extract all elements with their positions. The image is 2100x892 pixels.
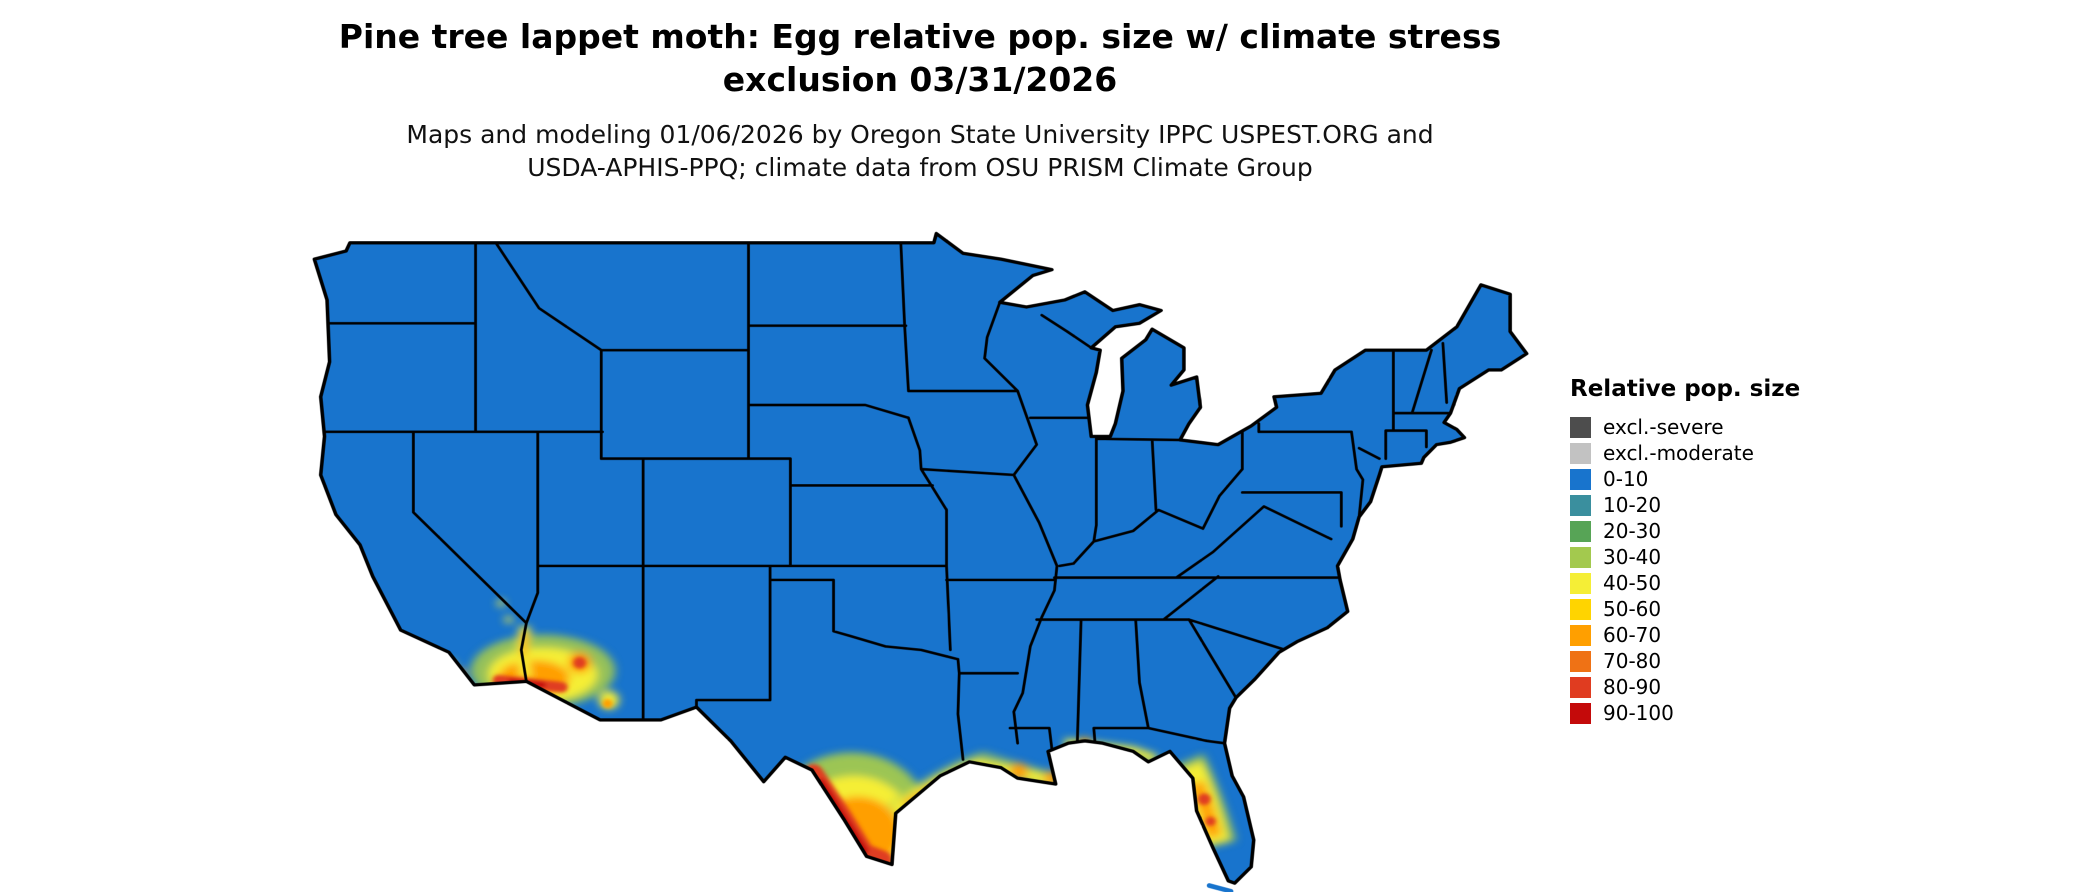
title-line-1: Pine tree lappet moth: Egg relative pop.… [338, 17, 1502, 56]
legend-item-label: 0-10 [1603, 467, 1649, 491]
legend-swatch-0-10 [1570, 468, 1591, 490]
florida-keys [1206, 883, 1234, 892]
legend-row: 40-50 [1570, 570, 1800, 596]
hotspot-tucson-orange [602, 698, 613, 709]
legend-item-label: excl.-moderate [1603, 441, 1754, 465]
legend-row: 60-70 [1570, 622, 1800, 648]
hotspot-florida-red-2 [1205, 816, 1216, 827]
title-line-2: exclusion 03/31/2026 [722, 59, 1118, 99]
page-subtitle: Maps and modeling 01/06/2026 by Oregon S… [130, 118, 1710, 184]
legend: Relative pop. size excl.-severe excl.-mo… [1570, 376, 1800, 726]
legend-item-label: 10-20 [1603, 493, 1662, 517]
legend-swatch-30-40 [1570, 546, 1591, 568]
legend-swatch-excl-moderate [1570, 442, 1591, 464]
legend-row: 20-30 [1570, 518, 1800, 544]
legend-item-label: 80-90 [1603, 675, 1662, 699]
hotspot-mobile-orange [1078, 737, 1092, 750]
legend-item-label: 20-30 [1603, 519, 1662, 543]
hotspot-florida-orange [1190, 780, 1222, 838]
legend-title: Relative pop. size [1570, 376, 1801, 402]
subtitle-line-2: USDA-APHIS-PPQ; climate data from OSU PR… [527, 152, 1313, 182]
legend-swatch-80-90 [1570, 676, 1591, 698]
legend-row: 50-60 [1570, 596, 1800, 622]
legend-item-label: 40-50 [1603, 571, 1662, 595]
legend-swatch-40-50 [1570, 572, 1591, 594]
legend-swatch-10-20 [1570, 494, 1591, 516]
hotspot-phoenix-red [573, 656, 587, 669]
legend-row: excl.-moderate [1570, 440, 1800, 466]
page-title: Pine tree lappet moth: Egg relative pop.… [130, 16, 1710, 102]
legend-item-label: 60-70 [1603, 623, 1662, 647]
legend-swatch-20-30 [1570, 520, 1591, 542]
legend-swatch-50-60 [1570, 598, 1591, 620]
subtitle-line-1: Maps and modeling 01/06/2026 by Oregon S… [406, 119, 1434, 149]
legend-item-label: 90-100 [1603, 701, 1674, 725]
legend-row: 70-80 [1570, 648, 1800, 674]
map-header: Pine tree lappet moth: Egg relative pop.… [130, 16, 1710, 184]
us-map-svg [312, 231, 1529, 892]
legend-row: 10-20 [1570, 492, 1800, 518]
legend-item-label: 30-40 [1603, 545, 1662, 569]
legend-item-label: excl.-severe [1603, 415, 1724, 439]
hotspot-florida-red-1 [1197, 793, 1211, 806]
legend-row: 80-90 [1570, 674, 1800, 700]
legend-item-label: 50-60 [1603, 597, 1662, 621]
legend-swatch-90-100 [1570, 702, 1591, 724]
legend-row: 0-10 [1570, 466, 1800, 492]
legend-item-label: 70-80 [1603, 649, 1662, 673]
legend-row: 90-100 [1570, 700, 1800, 726]
legend-row: excl.-severe [1570, 414, 1800, 440]
legend-row: 30-40 [1570, 544, 1800, 570]
legend-swatch-70-80 [1570, 650, 1591, 672]
legend-swatch-60-70 [1570, 624, 1591, 646]
hotspot-desert-speck-2 [504, 616, 513, 624]
legend-swatch-excl-severe [1570, 416, 1591, 438]
state-borders [323, 241, 1452, 761]
